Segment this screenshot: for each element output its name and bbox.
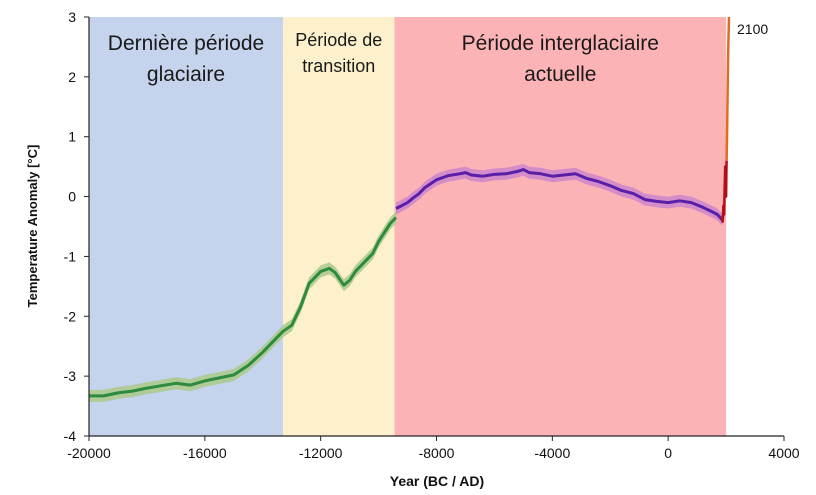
y-tick-label: -1 xyxy=(64,248,77,264)
series-line-2 xyxy=(720,160,728,223)
period-label-2-line-1: actuelle xyxy=(524,63,596,86)
x-tick-label: -8000 xyxy=(419,445,455,461)
axes: 3 2 1 0 -1 -2 -3 -4-20000 -16000 -12000 -8000 -4000… xyxy=(64,9,800,461)
series-lines xyxy=(89,16,731,398)
y-tick-label: 3 xyxy=(68,9,76,25)
uncertainty-band-0 xyxy=(89,211,396,402)
uncertainty-band-1 xyxy=(396,163,724,226)
period-label-0-line-1: glaciaire xyxy=(147,63,225,86)
period-span-2 xyxy=(394,17,727,436)
x-tick-label: 4000 xyxy=(768,445,799,461)
x-tick-label: -16000 xyxy=(183,445,227,461)
x-axis-label: Year (BC / AD) xyxy=(390,473,484,489)
y-tick-label: -2 xyxy=(64,308,77,324)
y-tick-label: 1 xyxy=(68,129,76,145)
x-tick-label: 0 xyxy=(664,445,672,461)
series-line-1 xyxy=(395,168,725,221)
y-tick-label: -4 xyxy=(64,428,77,444)
series-line-3 xyxy=(725,16,731,161)
series-line-0 xyxy=(89,216,398,398)
period-label-1-line-1: transition xyxy=(302,56,375,76)
period-labels: Dernière période glaciaire Période de trans… xyxy=(108,30,659,86)
period-label-0-line-0: Dernière période xyxy=(108,32,264,55)
x-tick-label: -20000 xyxy=(67,445,111,461)
period-span-1 xyxy=(283,17,395,436)
year-2100-annotation: 2100 xyxy=(737,21,768,37)
period-backgrounds xyxy=(89,17,727,436)
y-axis-label: Temperature Anomaly [°C] xyxy=(25,145,40,308)
x-tick-label: -4000 xyxy=(534,445,570,461)
x-tick-label: -12000 xyxy=(299,445,343,461)
uncertainty-bands xyxy=(89,163,724,402)
period-label-2-line-0: Période interglaciaire xyxy=(462,32,659,55)
y-tick-label: 2 xyxy=(68,69,76,85)
period-label-1-line-0: Période de xyxy=(295,30,382,50)
y-tick-label: 0 xyxy=(68,189,76,205)
y-tick-label: -3 xyxy=(64,368,77,384)
